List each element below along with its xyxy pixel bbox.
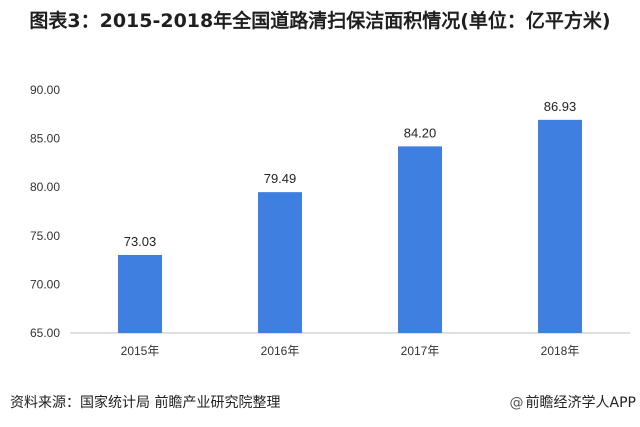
y-tick-label: 85.00 — [30, 132, 60, 146]
y-tick-label: 90.00 — [30, 83, 60, 97]
data-labels: 73.03 79.49 84.20 86.93 — [124, 99, 577, 249]
x-axis-tick-labels: 2015年 2016年 2017年 2018年 — [121, 344, 580, 358]
y-tick-label: 70.00 — [30, 277, 60, 291]
y-tick-label: 75.00 — [30, 229, 60, 243]
y-tick-label: 80.00 — [30, 180, 60, 194]
x-tick-label: 2017年 — [401, 344, 440, 358]
x-tick-label: 2018年 — [541, 344, 580, 358]
brand-credit: @ 前瞻经济学人APP — [510, 392, 636, 412]
data-label: 79.49 — [264, 171, 297, 186]
x-tick-label: 2016年 — [261, 344, 300, 358]
chart-area: 65.00 70.00 75.00 80.00 85.00 90.00 2015年 2016… — [0, 70, 640, 375]
bar — [118, 254, 162, 333]
chart-title: 图表3：2015-2018年全国道路清扫保洁面积情况(单位：亿平方米) — [29, 10, 611, 32]
y-tick-label: 65.00 — [30, 326, 60, 340]
data-label: 84.20 — [404, 125, 437, 140]
at-icon: @ — [509, 395, 524, 411]
bar — [258, 192, 302, 333]
x-tick-label: 2015年 — [121, 344, 160, 358]
bar — [538, 119, 582, 334]
bar-chart: 65.00 70.00 75.00 80.00 85.00 90.00 2015年 2016… — [30, 83, 630, 358]
data-label: 73.03 — [124, 234, 157, 249]
bars — [118, 119, 582, 334]
data-label: 86.93 — [544, 99, 577, 114]
bar — [398, 146, 442, 333]
y-axis-ticks: 65.00 70.00 75.00 80.00 85.00 90.00 — [30, 83, 60, 340]
brand-name: 前瞻经济学人APP — [525, 395, 636, 411]
source-note: 资料来源：国家统计局 前瞻产业研究院整理 — [10, 395, 281, 411]
